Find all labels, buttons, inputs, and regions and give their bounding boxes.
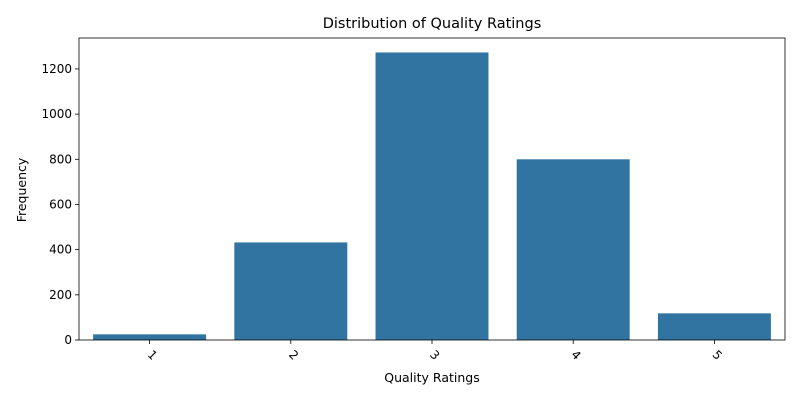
bar-4 — [516, 159, 630, 340]
bar-2 — [234, 242, 348, 340]
x-tick-label: 5 — [710, 348, 725, 363]
y-axis-label: Frequency — [14, 157, 29, 222]
y-tick-label: 1000 — [41, 107, 72, 121]
x-tick-label: 3 — [427, 348, 442, 363]
plot-frame — [78, 37, 786, 341]
x-axis-label: Quality Ratings — [384, 370, 479, 385]
y-tick-label: 800 — [49, 152, 72, 166]
y-tick-label: 400 — [49, 243, 72, 257]
y-tick-label: 1200 — [41, 62, 72, 76]
y-tick-label: 0 — [64, 333, 72, 347]
x-tick-label: 1 — [145, 348, 160, 363]
y-tick-label: 600 — [49, 197, 72, 211]
y-tick-label: 200 — [49, 288, 72, 302]
x-tick-label: 4 — [568, 348, 583, 363]
x-axis-ticks: 1 2 3 4 5 — [145, 340, 725, 363]
bar-5 — [657, 313, 771, 340]
bar-3 — [375, 52, 489, 341]
x-tick-label: 2 — [286, 348, 301, 363]
bar-1 — [93, 334, 207, 340]
bars-group — [93, 52, 771, 341]
chart-title: Distribution of Quality Ratings — [323, 16, 542, 32]
y-axis-ticks: 0 200 400 600 800 1000 1200 — [41, 62, 79, 347]
